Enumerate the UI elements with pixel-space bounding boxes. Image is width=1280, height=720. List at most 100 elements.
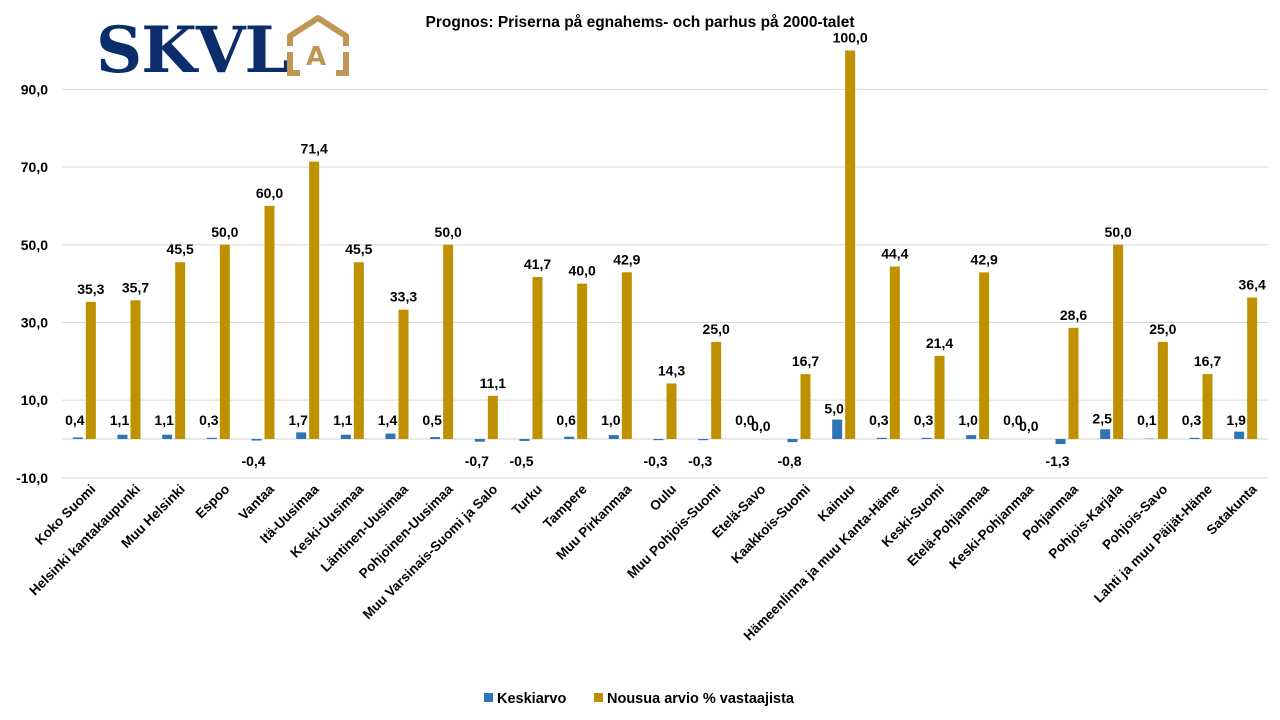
data-label-keskiarvo: 5,0 bbox=[824, 401, 844, 417]
bar-keskiarvo bbox=[296, 432, 307, 439]
bar-keskiarvo bbox=[1234, 431, 1245, 439]
bar-keskiarvo bbox=[1055, 439, 1066, 445]
bar-nousua bbox=[487, 395, 498, 439]
data-label-keskiarvo: 1,0 bbox=[958, 412, 978, 428]
bar-nousua bbox=[1113, 244, 1124, 439]
data-label-keskiarvo: 0,5 bbox=[422, 412, 442, 428]
bars bbox=[72, 50, 1258, 445]
bar-keskiarvo bbox=[162, 434, 173, 439]
data-label-nousua: 42,9 bbox=[613, 251, 640, 267]
data-label-nousua: 16,7 bbox=[792, 353, 819, 369]
bar-keskiarvo bbox=[385, 433, 396, 439]
x-tick-label: Espoo bbox=[193, 482, 233, 522]
bar-nousua bbox=[800, 374, 811, 439]
bar-keskiarvo bbox=[608, 435, 619, 439]
bar-keskiarvo bbox=[72, 437, 83, 439]
bar-keskiarvo bbox=[340, 434, 351, 439]
bar-nousua bbox=[845, 50, 856, 439]
bar-nousua bbox=[219, 244, 230, 439]
data-label-keskiarvo: 0,3 bbox=[914, 412, 934, 428]
logo-badge-letter: A bbox=[306, 42, 326, 72]
data-label-nousua: 42,9 bbox=[971, 251, 998, 267]
x-tick-label: Muu Pirkanmaa bbox=[553, 481, 635, 563]
bar-keskiarvo bbox=[474, 439, 485, 442]
data-label-keskiarvo: 1,7 bbox=[288, 412, 308, 428]
data-label-keskiarvo: 1,1 bbox=[333, 412, 353, 428]
data-label-nousua: 44,4 bbox=[881, 246, 908, 262]
bar-keskiarvo bbox=[251, 439, 262, 441]
x-tick-label: Etelä-Pohjanmaa bbox=[904, 481, 992, 569]
data-label-keskiarvo: -0,7 bbox=[465, 453, 489, 469]
data-label-nousua: 16,7 bbox=[1194, 353, 1221, 369]
bar-keskiarvo bbox=[1189, 437, 1200, 439]
data-label-nousua: 25,0 bbox=[1149, 321, 1176, 337]
data-label-nousua: 50,0 bbox=[211, 224, 238, 240]
bar-nousua bbox=[1202, 374, 1213, 439]
legend-label-keskiarvo: Keskiarvo bbox=[497, 691, 566, 707]
data-label-nousua: 33,3 bbox=[390, 289, 417, 305]
legend-item-nousua[interactable]: Nousua arvio % vastaajista bbox=[594, 691, 795, 707]
data-label-nousua: 28,6 bbox=[1060, 307, 1087, 323]
legend-label-nousua: Nousua arvio % vastaajista bbox=[607, 691, 795, 707]
data-label-keskiarvo: -1,3 bbox=[1045, 453, 1069, 469]
bar-nousua bbox=[1068, 327, 1079, 439]
bar-nousua bbox=[621, 272, 632, 439]
data-label-nousua: 14,3 bbox=[658, 362, 685, 378]
data-label-keskiarvo: -0,4 bbox=[241, 453, 265, 469]
bar-keskiarvo bbox=[653, 439, 664, 441]
x-tick-label: Hämeenlinna ja muu Kanta-Häme bbox=[741, 481, 903, 643]
data-label-nousua: 21,4 bbox=[926, 335, 953, 351]
y-tick-label: 50,0 bbox=[21, 237, 48, 253]
logo-text: SKVL bbox=[96, 13, 289, 88]
logo-house-icon: A bbox=[287, 15, 349, 76]
x-tick-label: Vantaa bbox=[236, 481, 278, 523]
legend-item-keskiarvo[interactable]: Keskiarvo bbox=[484, 691, 566, 707]
bar-nousua bbox=[130, 300, 141, 439]
y-tick-label: 10,0 bbox=[21, 392, 48, 408]
data-label-nousua: 50,0 bbox=[1105, 224, 1132, 240]
data-label-keskiarvo: 0,0 bbox=[735, 412, 755, 428]
bar-keskiarvo bbox=[876, 437, 887, 439]
data-label-nousua: 41,7 bbox=[524, 256, 551, 272]
data-label-keskiarvo: 0,3 bbox=[199, 412, 219, 428]
y-tick-label: 30,0 bbox=[21, 314, 48, 330]
x-tick-label: Turku bbox=[509, 482, 545, 518]
legend-swatch-nousua bbox=[594, 693, 603, 702]
data-label-keskiarvo: -0,8 bbox=[777, 453, 801, 469]
bar-keskiarvo bbox=[117, 434, 128, 439]
bar-nousua bbox=[532, 276, 543, 439]
bar-keskiarvo bbox=[966, 435, 977, 439]
bar-nousua bbox=[711, 341, 722, 439]
x-tick-label: Oulu bbox=[647, 482, 679, 514]
y-tick-label: 90,0 bbox=[21, 81, 48, 97]
data-label-keskiarvo: 1,9 bbox=[1226, 412, 1246, 428]
bar-keskiarvo bbox=[1100, 429, 1111, 439]
x-tick-label: Kainuu bbox=[815, 482, 858, 525]
bar-nousua bbox=[979, 272, 990, 439]
bar-nousua bbox=[264, 205, 275, 439]
bar-nousua bbox=[85, 301, 96, 439]
data-label-nousua: 0,0 bbox=[1019, 418, 1039, 434]
bar-keskiarvo bbox=[921, 437, 932, 439]
bar-keskiarvo bbox=[787, 439, 798, 443]
bar-keskiarvo bbox=[206, 437, 217, 439]
gridlines bbox=[62, 88, 1268, 479]
bar-keskiarvo bbox=[698, 439, 709, 441]
bar-nousua bbox=[443, 244, 454, 439]
data-labels: 0,4 35,3 1,1 35,7 1,1 45,5 0,3 50,0 -0,4 60,0 1,7 7… bbox=[65, 30, 1266, 470]
data-label-nousua: 100,0 bbox=[833, 30, 868, 46]
bar-nousua bbox=[577, 283, 588, 439]
legend-swatch-keskiarvo bbox=[484, 693, 493, 702]
data-label-nousua: 35,3 bbox=[77, 281, 104, 297]
data-label-nousua: 35,7 bbox=[122, 279, 149, 295]
bar-nousua bbox=[1157, 341, 1168, 439]
skvl-logo: SKVL A bbox=[96, 13, 349, 88]
data-label-keskiarvo: 0,6 bbox=[556, 412, 576, 428]
data-label-keskiarvo: 0,4 bbox=[65, 412, 85, 428]
x-tick-label: Kaakkois-Suomi bbox=[728, 482, 813, 567]
data-label-nousua: 25,0 bbox=[703, 321, 730, 337]
chart-title: Prognos: Priserna på egnahems- och parhu… bbox=[426, 14, 855, 31]
bar-nousua bbox=[398, 309, 409, 439]
